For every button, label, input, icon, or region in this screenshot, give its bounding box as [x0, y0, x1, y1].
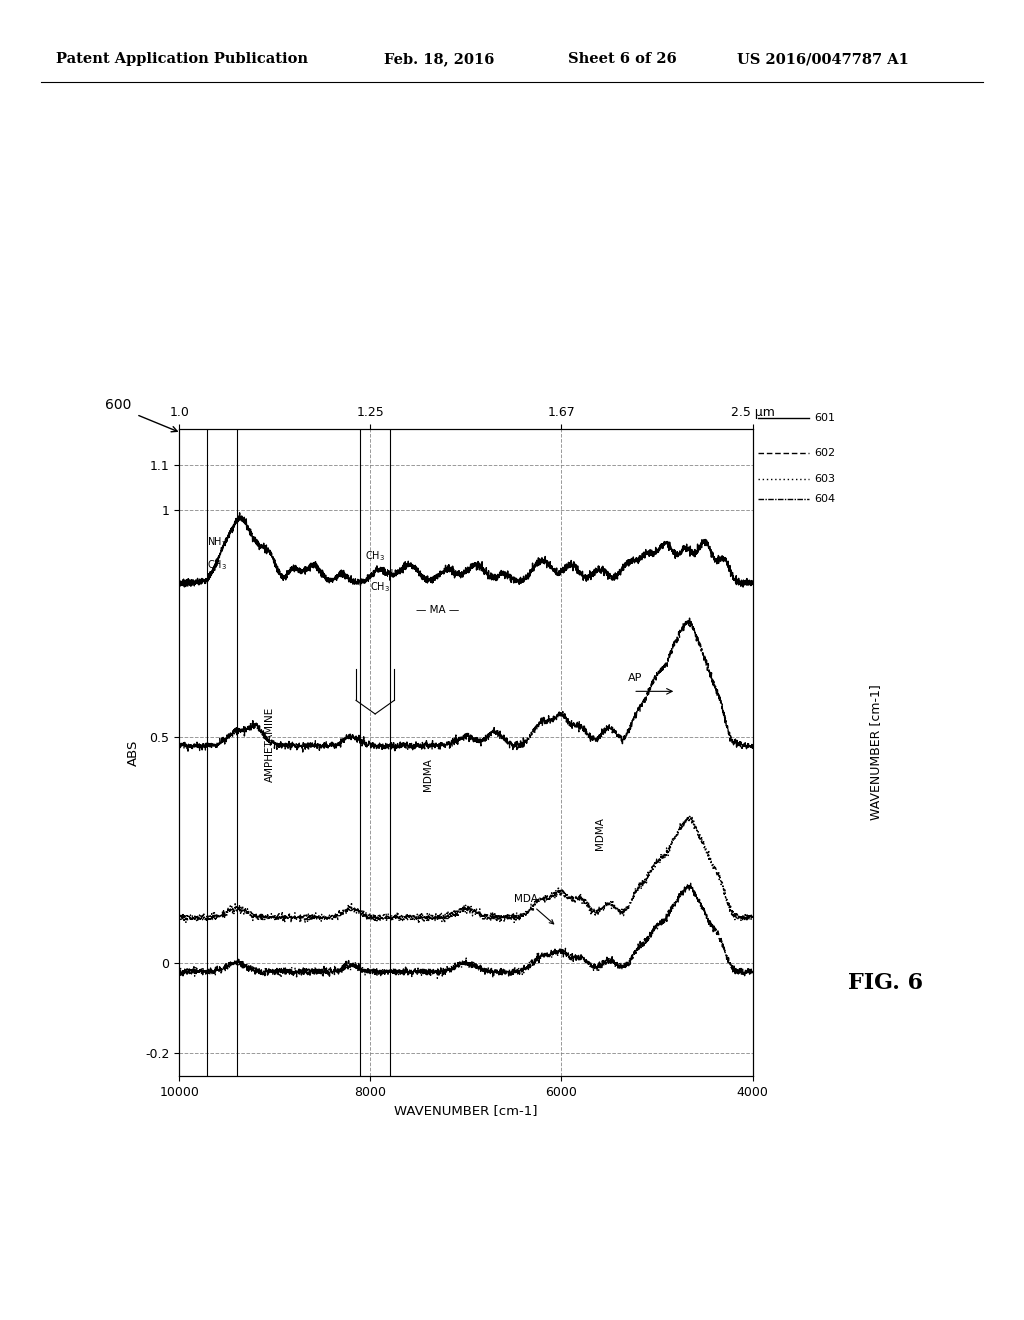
- Text: H: H: [386, 569, 393, 578]
- Text: Sheet 6 of 26: Sheet 6 of 26: [568, 53, 677, 66]
- Text: — MA —: — MA —: [416, 605, 459, 615]
- Text: MDMA: MDMA: [423, 758, 433, 791]
- Text: 601: 601: [814, 413, 836, 424]
- Text: Feb. 18, 2016: Feb. 18, 2016: [384, 53, 495, 66]
- Text: CH$_3$: CH$_3$: [366, 549, 385, 562]
- Text: CH$_3$: CH$_3$: [208, 558, 227, 572]
- Text: FIG. 6: FIG. 6: [848, 973, 924, 994]
- Text: 600: 600: [104, 399, 131, 412]
- Text: US 2016/0047787 A1: US 2016/0047787 A1: [737, 53, 909, 66]
- Text: 602: 602: [814, 447, 836, 458]
- Y-axis label: ABS: ABS: [127, 739, 139, 766]
- Text: CH$_3$: CH$_3$: [370, 581, 390, 594]
- Text: 604: 604: [814, 494, 836, 504]
- Text: 603: 603: [814, 474, 836, 484]
- Text: MDMA: MDMA: [595, 817, 605, 850]
- Text: NH$_2$: NH$_2$: [208, 535, 227, 549]
- Text: AMPHETAMINE: AMPHETAMINE: [265, 706, 275, 781]
- X-axis label: WAVENUMBER [cm-1]: WAVENUMBER [cm-1]: [394, 1104, 538, 1117]
- Text: AP: AP: [629, 673, 643, 682]
- Text: WAVENUMBER [cm-1]: WAVENUMBER [cm-1]: [869, 685, 882, 820]
- Text: MDA: MDA: [514, 895, 554, 924]
- Text: Patent Application Publication: Patent Application Publication: [56, 53, 308, 66]
